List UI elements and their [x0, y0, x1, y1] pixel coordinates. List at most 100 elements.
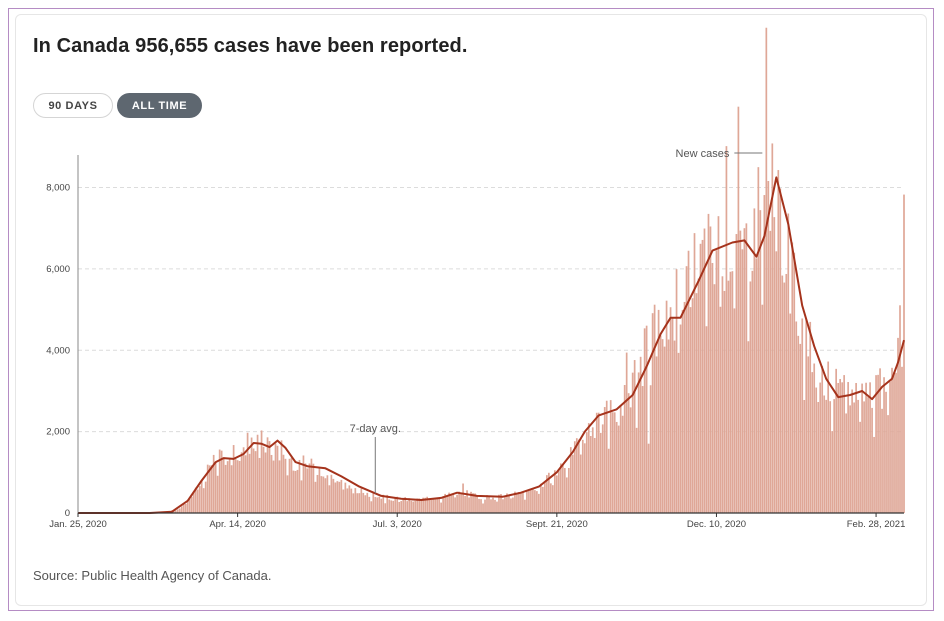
new-cases-bar [697, 278, 700, 513]
new-cases-bar [781, 275, 784, 513]
new-cases-bar [739, 230, 742, 513]
new-cases-bar [813, 363, 816, 513]
new-cases-bar [827, 361, 830, 513]
new-cases-bar [763, 195, 766, 513]
new-cases-bar [310, 458, 313, 513]
new-cases-bar [462, 483, 464, 513]
new-cases-bar [332, 478, 335, 513]
new-cases-bar [344, 482, 347, 513]
new-cases-bar [617, 425, 620, 513]
new-cases-bar [290, 457, 293, 513]
new-cases-bar [226, 461, 229, 513]
new-cases-bar [420, 498, 423, 513]
new-cases-bar [577, 439, 580, 513]
new-cases-bar [867, 397, 869, 513]
new-cases-bar [879, 368, 881, 513]
new-cases-bar [647, 443, 650, 513]
new-cases-bar [825, 399, 828, 513]
new-cases-bar [719, 306, 722, 513]
new-cases-bar [853, 402, 855, 513]
new-cases-bar [294, 470, 297, 513]
new-cases-bar [563, 468, 566, 513]
new-cases-bar [731, 271, 734, 513]
new-cases-bar [689, 307, 692, 513]
new-cases-bar [468, 497, 470, 513]
new-cases-bar [292, 470, 295, 513]
new-cases-bar [757, 167, 760, 513]
new-cases-bar [823, 395, 826, 513]
new-cases-bar [835, 368, 838, 513]
new-cases-bar [198, 486, 201, 513]
new-cases-bar [747, 341, 750, 513]
new-cases-bar [270, 454, 273, 513]
new-cases-bar [252, 448, 255, 513]
new-cases-bar [444, 493, 446, 513]
new-cases-bar [228, 458, 231, 513]
annotation-new-cases: New cases [676, 148, 730, 160]
new-cases-bar [871, 407, 873, 513]
new-cases-bar [348, 485, 351, 513]
new-cases-bar [504, 495, 506, 513]
new-cases-bar [188, 498, 191, 513]
x-tick-label: Jul. 3, 2020 [373, 519, 422, 530]
new-cases-bar [729, 271, 732, 513]
new-cases-bar [707, 213, 710, 514]
new-cases-bar [795, 321, 798, 513]
new-cases-bar [524, 499, 526, 513]
source-note: Source: Public Health Agency of Canada. [33, 568, 272, 583]
new-cases-bar [278, 460, 281, 513]
new-cases-bar [522, 492, 524, 513]
new-cases-bar [518, 492, 520, 513]
new-cases-bar [589, 436, 592, 513]
new-cases-bar [637, 372, 640, 513]
new-cases-bar [546, 475, 548, 513]
new-cases-bar [821, 365, 824, 513]
new-cases-bar [470, 491, 472, 513]
new-cases-bar [306, 468, 309, 513]
new-cases-bar [494, 499, 496, 513]
new-cases-bar [446, 495, 448, 513]
new-cases-bar [863, 401, 865, 513]
new-cases-bars [107, 27, 905, 514]
new-cases-bar [655, 356, 658, 513]
new-cases-bar [631, 372, 634, 513]
new-cases-bar [514, 491, 516, 513]
new-cases-bar [629, 407, 632, 513]
new-cases-bar [216, 475, 219, 513]
new-cases-bar [601, 424, 604, 513]
new-cases-bar [358, 493, 361, 513]
new-cases-bar [368, 496, 371, 513]
new-cases-bar [540, 483, 542, 513]
new-cases-bar [695, 293, 698, 513]
range-all-time-button[interactable]: ALL TIME [117, 93, 202, 118]
new-cases-bar [891, 367, 893, 513]
new-cases-bar [466, 490, 468, 513]
new-cases-bar [272, 460, 275, 513]
range-90-days-button[interactable]: 90 DAYS [33, 93, 113, 118]
new-cases-bar [392, 500, 395, 513]
new-cases-bar [202, 488, 205, 513]
new-cases-bar [569, 447, 572, 513]
new-cases-bar [595, 412, 598, 513]
new-cases-bar [404, 497, 407, 513]
new-cases-bar [298, 459, 301, 513]
new-cases-bar [264, 452, 267, 513]
new-cases-bar [645, 325, 648, 513]
new-cases-bar [761, 304, 764, 513]
new-cases-bar [817, 402, 820, 513]
y-tick-label: 6,000 [46, 264, 70, 275]
new-cases-bar [476, 496, 478, 513]
new-cases-bar [408, 498, 411, 513]
new-cases-bar [222, 458, 225, 513]
new-cases-bar [338, 481, 341, 513]
new-cases-bar [869, 382, 871, 513]
new-cases-bar [508, 495, 510, 513]
new-cases-bar [623, 385, 626, 513]
new-cases-bar [801, 318, 804, 513]
new-cases-bar [683, 301, 686, 513]
new-cases-bar [552, 485, 554, 513]
new-cases-bar [615, 421, 618, 513]
new-cases-bar [380, 498, 383, 513]
new-cases-bar [701, 239, 704, 513]
new-cases-bar [663, 346, 666, 513]
